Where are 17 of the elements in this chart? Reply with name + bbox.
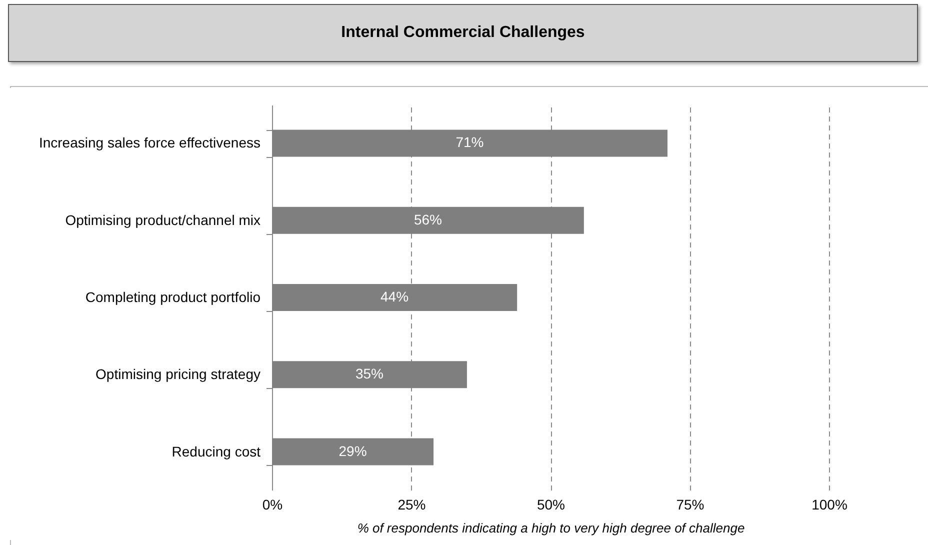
x-tick-label: 75%	[676, 496, 704, 512]
x-tick-label: 25%	[398, 496, 426, 512]
y-tick-label: Optimising product/channel mix	[65, 212, 260, 228]
x-tick-label: 50%	[536, 496, 566, 512]
x-tick-label: 100%	[812, 496, 848, 512]
data-label: 56%	[414, 211, 442, 228]
x-axis-title: % of respondents indicating a high to very high degree of challenge	[357, 520, 745, 536]
data-label: 35%	[355, 366, 384, 382]
x-tick-label: 0%	[262, 496, 283, 512]
data-label: 29%	[338, 442, 367, 459]
y-tick-label: Optimising pricing strategy	[96, 366, 260, 382]
data-label: 44%	[380, 288, 409, 304]
data-label: 71%	[456, 134, 484, 150]
y-tick-label: Completing product portfolio	[85, 289, 261, 305]
y-tick-label: Reducing cost	[172, 443, 261, 460]
chart-title: Internal Commercial Challenges	[8, 4, 918, 62]
y-tick-label: Increasing sales force effectiveness	[38, 134, 260, 151]
